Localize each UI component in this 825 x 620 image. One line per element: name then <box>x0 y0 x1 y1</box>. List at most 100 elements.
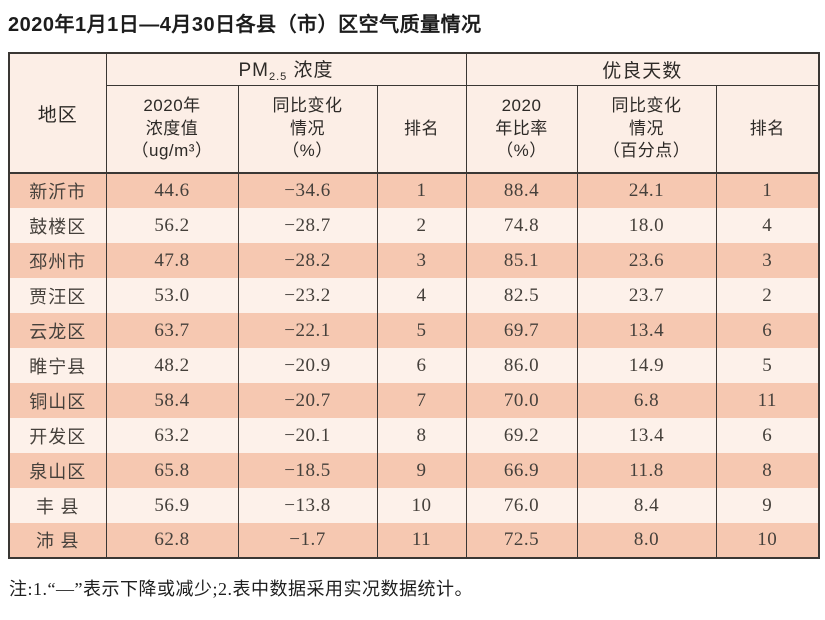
cell-ratio-change: 13.4 <box>576 313 716 348</box>
pm25-group-header: PM2.5 浓度 <box>105 53 466 86</box>
cell-ratio: 88.4 <box>465 173 577 208</box>
table-row: 新沂市 44.6 −34.6 1 88.4 24.1 1 <box>8 173 820 208</box>
cell-pm-value: 63.2 <box>105 418 238 453</box>
pm25-label-subscript: 2.5 <box>268 71 288 84</box>
cell-pm-change: −28.2 <box>237 243 377 278</box>
cell-region: 开发区 <box>8 418 106 453</box>
cell-region: 鼓楼区 <box>8 208 106 243</box>
cell-pm-change: −18.5 <box>237 453 377 488</box>
table-row: 云龙区 63.7 −22.1 5 69.7 13.4 6 <box>8 313 820 348</box>
pm25-label-suffix: 浓度 <box>287 60 334 82</box>
cell-pm-rank: 8 <box>376 418 466 453</box>
cell-pm-value: 56.2 <box>105 208 238 243</box>
cell-pm-rank: 3 <box>376 243 466 278</box>
cell-pm-rank: 6 <box>376 348 466 383</box>
cell-ratio: 82.5 <box>465 278 577 313</box>
cell-pm-change: −28.7 <box>237 208 377 243</box>
page: 2020年1月1日—4月30日各县（市）区空气质量情况 地区 PM2.5 浓度 … <box>8 14 821 599</box>
good-days-group-header: 优良天数 <box>465 53 820 86</box>
cell-pm-change: −20.1 <box>237 418 377 453</box>
cell-pm-change: −34.6 <box>237 173 377 208</box>
cell-region: 沛 县 <box>8 523 106 558</box>
cell-pm-value: 56.9 <box>105 488 238 523</box>
cell-ratio-rank: 10 <box>715 523 820 558</box>
table-row: 泉山区 65.8 −18.5 9 66.9 11.8 8 <box>8 453 820 488</box>
cell-pm-rank: 5 <box>376 313 466 348</box>
cell-region: 新沂市 <box>8 173 106 208</box>
cell-pm-change: −22.1 <box>237 313 377 348</box>
cell-ratio-rank: 11 <box>715 383 820 418</box>
subheader-ratio-rank: 排名 <box>715 85 820 173</box>
sub-header-row: 2020年 浓度值 （ug/m³） 同比变化 情况 （%） 排名 2020 年比… <box>9 85 820 173</box>
cell-pm-value: 58.4 <box>105 383 238 418</box>
table-row: 睢宁县 48.2 −20.9 6 86.0 14.9 5 <box>8 348 820 383</box>
table-header: 地区 PM2.5 浓度 优良天数 2020年 浓度值 （ug/m³） 同比变化 … <box>8 53 820 173</box>
cell-ratio-change: 18.0 <box>576 208 716 243</box>
table-row: 贾汪区 53.0 −23.2 4 82.5 23.7 2 <box>8 278 820 313</box>
cell-ratio: 86.0 <box>465 348 577 383</box>
cell-ratio-change: 23.6 <box>576 243 716 278</box>
table-row: 丰 县 56.9 −13.8 10 76.0 8.4 9 <box>8 488 820 523</box>
cell-ratio: 69.7 <box>465 313 577 348</box>
subheader-pm-change: 同比变化 情况 （%） <box>237 85 377 173</box>
table-row: 鼓楼区 56.2 −28.7 2 74.8 18.0 4 <box>8 208 820 243</box>
cell-ratio-change: 8.0 <box>576 523 716 558</box>
cell-ratio-rank: 6 <box>715 313 820 348</box>
cell-ratio-rank: 3 <box>715 243 820 278</box>
cell-ratio-change: 13.4 <box>576 418 716 453</box>
cell-region: 铜山区 <box>8 383 106 418</box>
cell-ratio: 69.2 <box>465 418 577 453</box>
cell-pm-value: 47.8 <box>105 243 238 278</box>
cell-pm-value: 44.6 <box>105 173 238 208</box>
air-quality-table: 地区 PM2.5 浓度 优良天数 2020年 浓度值 （ug/m³） 同比变化 … <box>8 52 821 559</box>
cell-pm-value: 62.8 <box>105 523 238 558</box>
cell-ratio: 72.5 <box>465 523 577 558</box>
table-row: 邳州市 47.8 −28.2 3 85.1 23.6 3 <box>8 243 820 278</box>
cell-pm-rank: 10 <box>376 488 466 523</box>
cell-pm-rank: 4 <box>376 278 466 313</box>
cell-pm-change: −20.9 <box>237 348 377 383</box>
cell-ratio-change: 11.8 <box>576 453 716 488</box>
cell-ratio-rank: 2 <box>715 278 820 313</box>
cell-ratio: 74.8 <box>465 208 577 243</box>
cell-region: 睢宁县 <box>8 348 106 383</box>
cell-ratio-change: 6.8 <box>576 383 716 418</box>
cell-pm-rank: 11 <box>376 523 466 558</box>
subheader-ratio: 2020 年比率 （%） <box>465 85 577 173</box>
table-row: 开发区 63.2 −20.1 8 69.2 13.4 6 <box>8 418 820 453</box>
cell-ratio-change: 23.7 <box>576 278 716 313</box>
cell-ratio: 76.0 <box>465 488 577 523</box>
cell-ratio-rank: 6 <box>715 418 820 453</box>
cell-ratio: 70.0 <box>465 383 577 418</box>
cell-pm-value: 65.8 <box>105 453 238 488</box>
cell-region: 贾汪区 <box>8 278 106 313</box>
cell-ratio-rank: 9 <box>715 488 820 523</box>
table-row: 铜山区 58.4 −20.7 7 70.0 6.8 11 <box>8 383 820 418</box>
cell-pm-rank: 2 <box>376 208 466 243</box>
cell-region: 丰 县 <box>8 488 106 523</box>
cell-ratio-change: 24.1 <box>576 173 716 208</box>
cell-pm-value: 63.7 <box>105 313 238 348</box>
cell-pm-change: −1.7 <box>237 523 377 558</box>
cell-ratio: 85.1 <box>465 243 577 278</box>
cell-pm-rank: 9 <box>376 453 466 488</box>
cell-ratio-rank: 1 <box>715 173 820 208</box>
footnote: 注:1.“—”表示下降或减少;2.表中数据采用实况数据统计。 <box>9 579 473 599</box>
cell-ratio-change: 14.9 <box>576 348 716 383</box>
cell-pm-change: −23.2 <box>237 278 377 313</box>
cell-pm-rank: 1 <box>376 173 466 208</box>
page-title: 2020年1月1日—4月30日各县（市）区空气质量情况 <box>8 14 482 36</box>
cell-ratio-rank: 4 <box>715 208 820 243</box>
cell-region: 邳州市 <box>8 243 106 278</box>
subheader-pm-value: 2020年 浓度值 （ug/m³） <box>105 85 238 173</box>
cell-pm-change: −13.8 <box>237 488 377 523</box>
subheader-ratio-change: 同比变化 情况 （百分点） <box>576 85 716 173</box>
cell-ratio: 66.9 <box>465 453 577 488</box>
cell-pm-value: 48.2 <box>105 348 238 383</box>
cell-region: 泉山区 <box>8 453 106 488</box>
region-header-cell: 地区 <box>8 53 106 173</box>
cell-pm-rank: 7 <box>376 383 466 418</box>
cell-pm-change: −20.7 <box>237 383 377 418</box>
pm25-label-prefix: PM <box>238 60 269 82</box>
cell-ratio-change: 8.4 <box>576 488 716 523</box>
